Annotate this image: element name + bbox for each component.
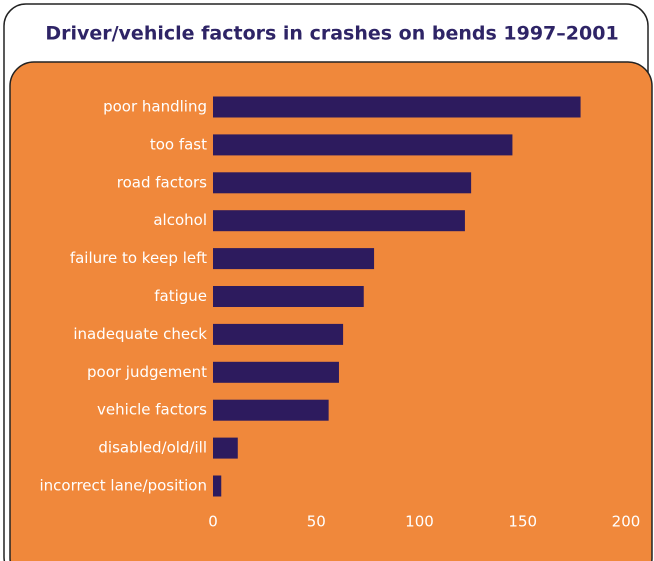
y-tick-label: poor judgement: [87, 363, 207, 381]
x-tick-label: 50: [307, 513, 326, 531]
x-tick-label: 100: [405, 513, 434, 531]
y-tick-label: poor handling: [103, 98, 207, 116]
y-tick-label: incorrect lane/position: [39, 477, 207, 495]
y-tick-label: failure to keep left: [70, 249, 207, 267]
x-tick-label: 200: [612, 513, 641, 531]
x-tick-label: 150: [508, 513, 537, 531]
bar: [213, 286, 364, 307]
y-tick-label: inadequate check: [73, 325, 207, 343]
bar: [213, 210, 465, 232]
bar: [213, 361, 339, 383]
y-tick-label: road factors: [117, 173, 207, 191]
y-tick-label: disabled/old/ill: [98, 439, 207, 457]
bar: [213, 248, 375, 270]
y-tick-label: too fast: [150, 135, 207, 153]
bar: [213, 323, 344, 345]
panel: [9, 61, 653, 561]
bar: [213, 399, 329, 421]
bar: [213, 437, 238, 459]
chart-title: Driver/vehicle factors in crashes on ben…: [45, 23, 618, 45]
bar: [213, 134, 513, 156]
y-tick-label: alcohol: [153, 211, 207, 229]
y-tick-label: fatigue: [154, 287, 207, 305]
bar: [213, 475, 222, 497]
x-tick-label: 0: [208, 513, 218, 531]
y-tick-label: vehicle factors: [97, 401, 207, 419]
bar: [213, 172, 472, 194]
bar: [213, 96, 581, 118]
